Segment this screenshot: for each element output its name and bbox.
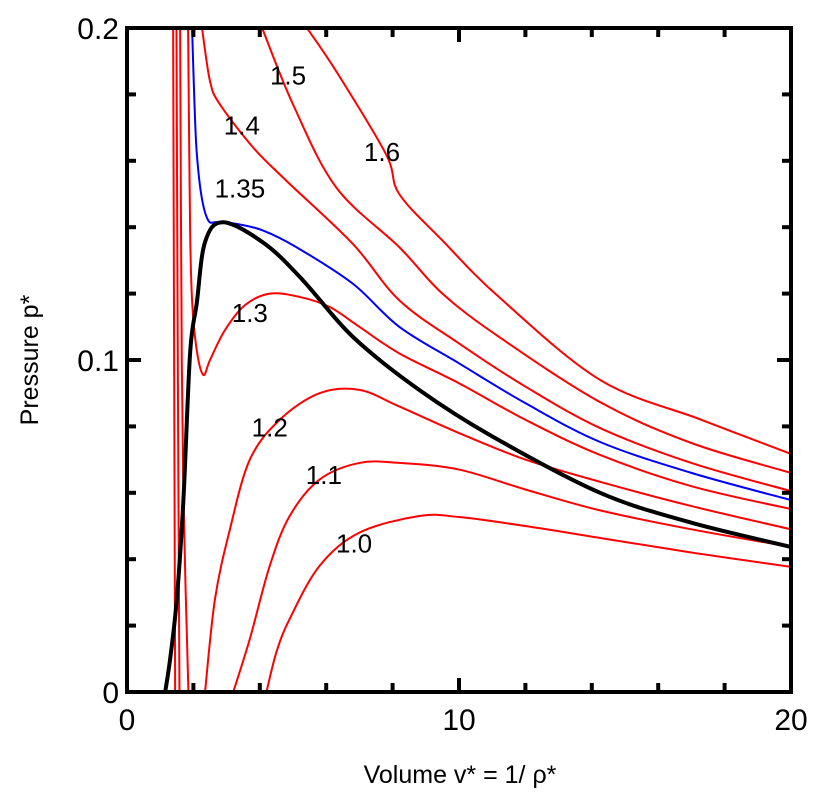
- isotherm-1.2-segment-0: [179, 28, 190, 692]
- isotherm-label-1.4: 1.4: [224, 110, 260, 140]
- curve-labels: 1.0 1.1 1.2 1.3 1.35 1.4 1.5 1.6: [215, 60, 400, 558]
- isotherm-1.0-segment-0: [172, 28, 177, 692]
- y-axis-title: Pressure p*: [16, 294, 44, 425]
- isotherm-label-1.1: 1.1: [306, 460, 342, 490]
- x-tick-label: 20: [774, 704, 807, 737]
- coexistence-curve-segment-0: [163, 220, 791, 692]
- isotherm-1.0-segment-1: [265, 513, 791, 692]
- isotherm-label-1.5: 1.5: [270, 60, 306, 90]
- x-tick-label: 0: [119, 704, 136, 737]
- isotherm-1.6-segment-0: [306, 28, 791, 455]
- isotherm-1.1-segment-0: [175, 28, 181, 692]
- isotherm-label-1.35: 1.35: [215, 173, 266, 203]
- isotherm-label-1.6: 1.6: [364, 137, 400, 167]
- y-tick-label: 0.1: [77, 345, 119, 378]
- tick-labels: 0 10 20 0 0.1 0.2: [77, 13, 807, 737]
- isotherm-label-1.0: 1.0: [336, 529, 372, 559]
- isotherm-1.35-segment-0: [191, 28, 791, 502]
- curves-layer: [163, 28, 791, 692]
- x-axis-title: Volume v* = 1/ ρ*: [364, 761, 557, 789]
- isotherm-1.5-segment-0: [261, 28, 791, 474]
- isotherm-label-1.2: 1.2: [252, 412, 288, 442]
- x-tick-label: 10: [442, 704, 475, 737]
- isotherm-label-1.3: 1.3: [232, 298, 268, 328]
- y-tick-label: 0: [102, 677, 119, 710]
- isotherm-1.2-segment-1: [204, 387, 791, 692]
- isotherm-1.4-segment-0: [201, 28, 791, 493]
- y-tick-label: 0.2: [77, 13, 119, 46]
- plot-frame: [125, 26, 793, 694]
- isotherm-1.1-segment-1: [232, 460, 791, 692]
